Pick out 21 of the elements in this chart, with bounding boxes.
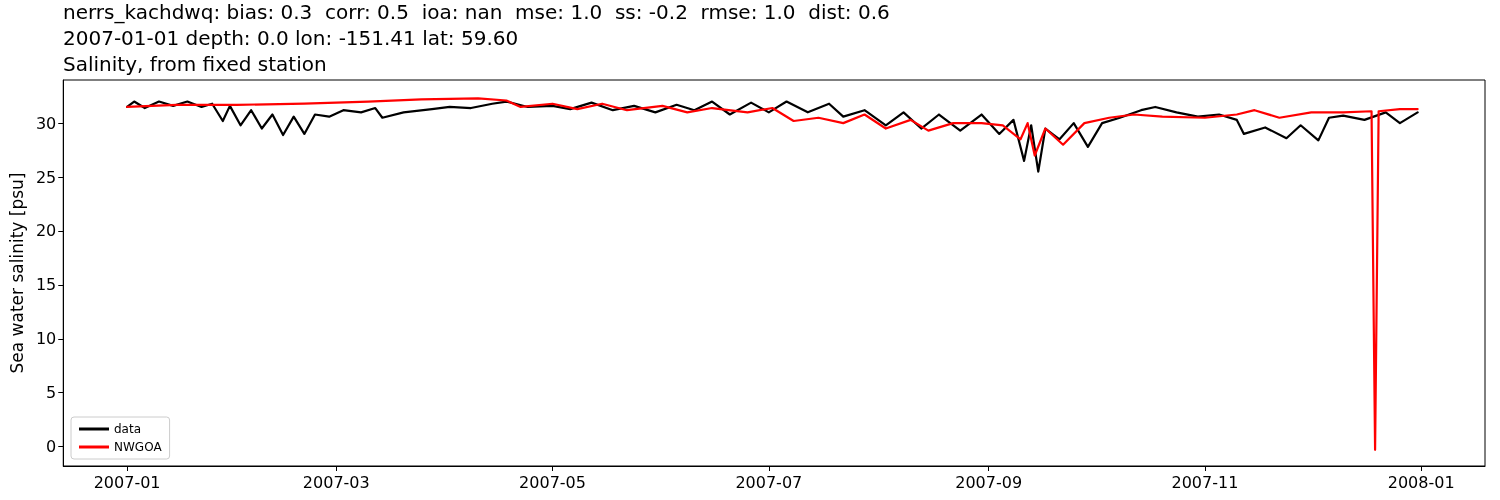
legend-label: NWGOA [114,440,163,454]
x-tick-label: 2007-11 [1171,472,1239,492]
x-tick-label: 2007-09 [955,472,1023,492]
x-tick-label: 2007-07 [735,472,803,492]
x-tick-label: 2007-03 [302,472,370,492]
y-axis-title: Sea water salinity [psu] [6,172,27,374]
y-tick-label: 0 [46,437,57,457]
y-tick-label: 10 [35,329,57,349]
chart-title: nerrs_kachdwq: bias: 0.3 corr: 0.5 ioa: nan mse: 1.0 ss: -0.2 rmse: 1.0 dist: 0.6 [63,0,890,24]
legend-label: data [114,422,142,436]
y-tick-label: 25 [35,167,57,187]
chart-subtitle: 2007-01-01 depth: 0.0 lon: -151.41 lat: 59.60 [63,26,519,50]
x-tick-label: 2007-05 [519,472,586,492]
text: Salinity, from fixed station [63,52,327,76]
y-tick-label: 15 [35,275,57,295]
y-tick-label: 5 [46,383,57,403]
y-tick-label: 30 [35,113,57,133]
x-tick-label: 2007-01 [93,472,161,492]
y-tick-label: 20 [35,221,57,241]
line-series [125,100,1419,173]
x-tick-label: 2008-01 [1387,472,1455,492]
